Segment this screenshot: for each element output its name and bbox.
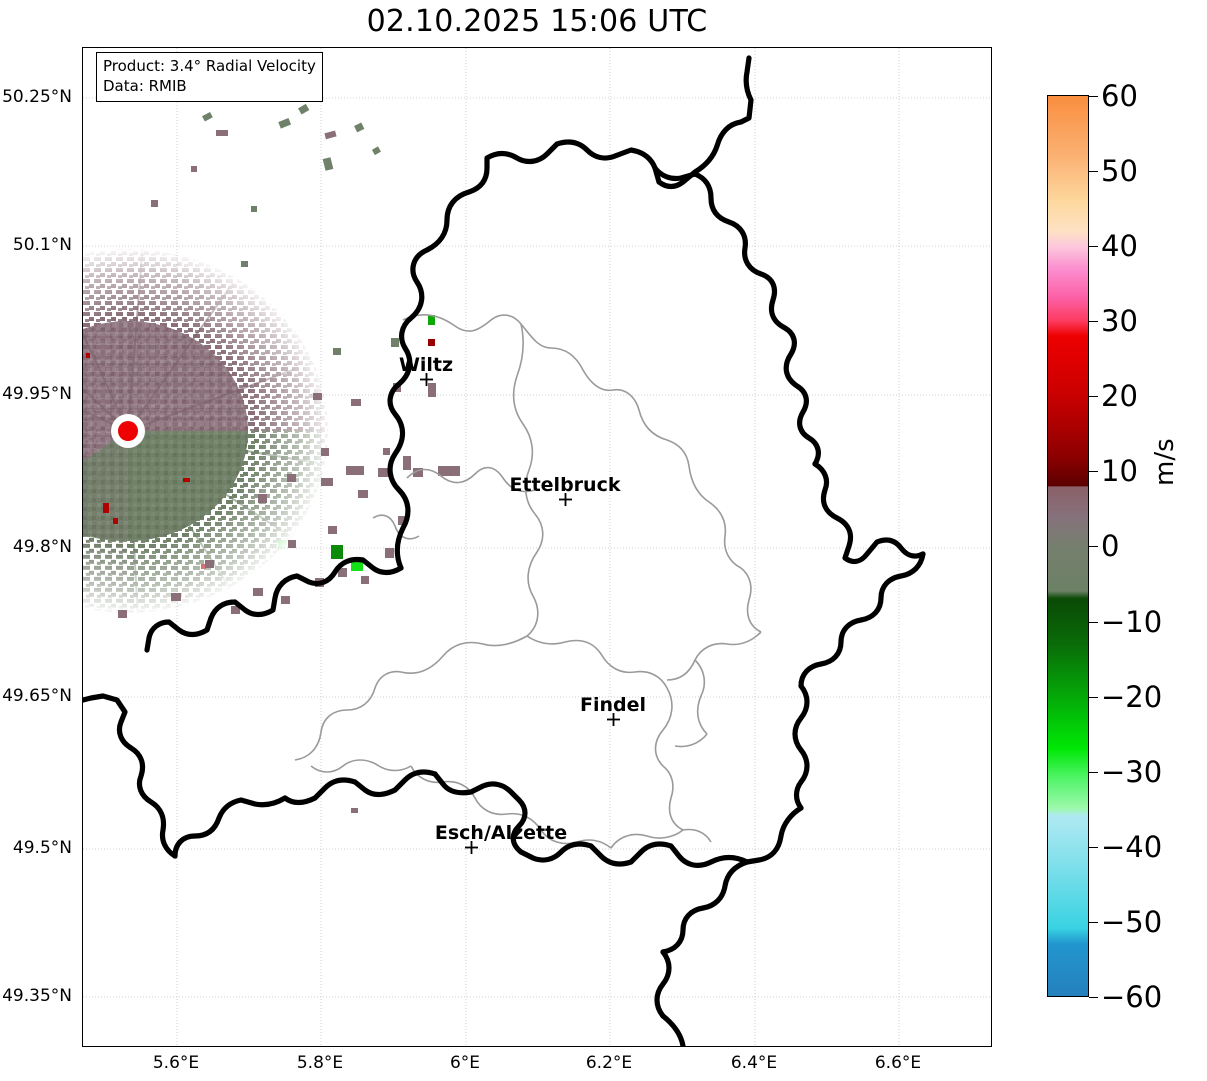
city-marker-findel [607,713,620,726]
colorbar-tick-0 [1089,96,1098,97]
y-tick-label-5: 49.5°N [12,838,72,858]
colorbar-tick-8 [1089,697,1098,698]
radar-site-marker [111,414,145,448]
y-tick-label-1: 50.1°N [12,235,72,255]
city-marker-ettelbruck [559,493,572,506]
radar-map-svg [83,48,991,1046]
colorbar-tick-1 [1089,171,1098,172]
echo-cell-green [428,315,435,325]
colorbar-label-0: 60 [1101,79,1138,113]
city-label-wiltz: Wiltz [398,354,454,376]
radar-echo-field [83,242,328,621]
colorbar-tick-7 [1089,622,1098,623]
colorbar-label-7: −10 [1101,605,1163,639]
colorbar-label-9: −30 [1101,755,1163,789]
city-marker-wiltz [420,373,433,386]
product-info-box: Product: 3.4° Radial Velocity Data: RMIB [96,52,323,102]
city-label-esch-alzette: Esch/Alzette [434,822,568,844]
colorbar-tick-5 [1089,471,1098,472]
page-title: 02.10.2025 15:06 UTC [366,4,708,39]
colorbar-tick-6 [1089,546,1098,547]
colorbar-label-10: −40 [1101,830,1163,864]
colorbar-label-11: −50 [1101,905,1163,939]
canton-borders [294,314,762,849]
national-border [83,55,926,1046]
colorbar-label-5: 10 [1101,454,1138,488]
colorbar-tick-3 [1089,321,1098,322]
colorbar-label-8: −20 [1101,680,1163,714]
scattered-echo-cells [118,103,460,813]
colorbar-label-4: 20 [1101,379,1138,413]
colorbar-tick-9 [1089,772,1098,773]
y-tick-label-2: 49.95°N [2,384,72,404]
x-tick-label-1: 5.8°E [296,1053,344,1073]
y-tick-label-4: 49.65°N [2,686,72,706]
colorbar-label-12: −60 [1101,980,1163,1014]
city-label-findel: Findel [579,694,647,716]
data-source-line: Data: RMIB [103,77,187,96]
colorbar-tick-11 [1089,922,1098,923]
city-marker-esch-alzette [465,841,478,854]
colorbar-tick-2 [1089,246,1098,247]
colorbar-label-6: 0 [1101,529,1120,563]
colorbar-tick-12 [1089,997,1098,998]
y-tick-label-0: 50.25°N [2,87,72,107]
colorbar-label-2: 40 [1101,229,1138,263]
y-tick-label-6: 49.35°N [2,986,72,1006]
colorbar-label-3: 30 [1101,304,1138,338]
colorbar-label-1: 50 [1101,154,1138,188]
product-line: Product: 3.4° Radial Velocity [103,57,316,75]
x-tick-label-5: 6.6°E [874,1053,922,1073]
echo-cell-red [428,339,435,346]
colorbar-axis-title: m/s [1150,438,1180,486]
colorbar[interactable] [1047,95,1089,997]
x-tick-label-3: 6.2°E [585,1053,633,1073]
colorbar-gradient [1048,96,1088,996]
colorbar-tick-10 [1089,847,1098,848]
x-tick-label-4: 6.4°E [730,1053,778,1073]
colorbar-tick-4 [1089,396,1098,397]
y-tick-label-3: 49.8°N [12,537,72,557]
x-tick-label-2: 6°E [449,1053,481,1073]
city-label-ettelbruck: Ettelbruck [509,474,621,496]
radar-map-plot[interactable]: Wiltz Ettelbruck Findel Esch/Alzette [82,47,992,1047]
x-tick-label-0: 5.6°E [152,1053,200,1073]
